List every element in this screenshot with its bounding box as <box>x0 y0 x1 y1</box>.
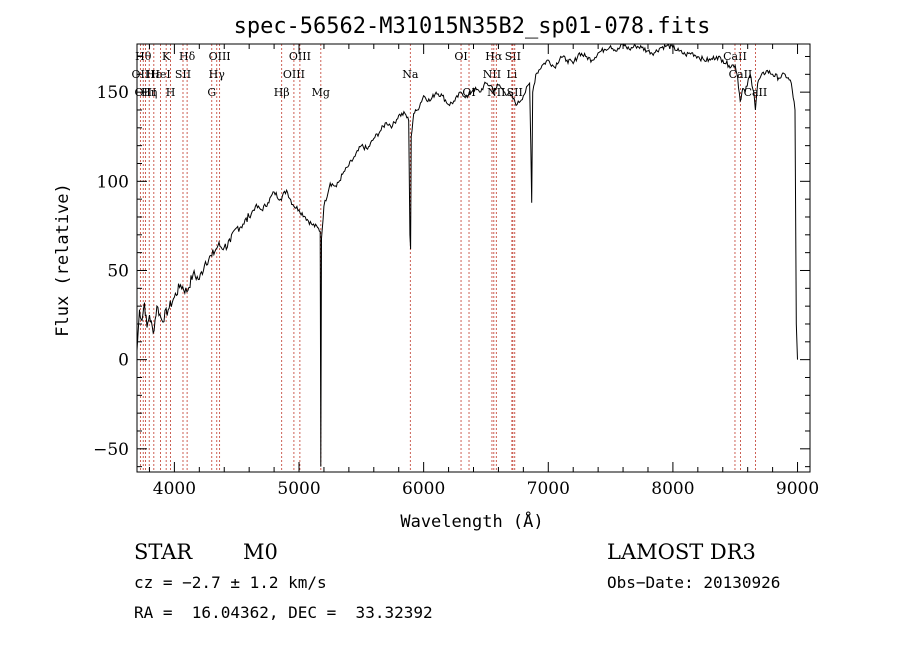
line-label-7: H <box>166 86 176 99</box>
chart-title: spec-56562-M31015N35B2_sp01-078.fits <box>234 14 711 39</box>
x-tick-label: 9000 <box>776 479 819 499</box>
line-label-6: K <box>162 50 171 63</box>
line-label-9: Hδ <box>179 50 196 63</box>
line-label-17: Na <box>402 68 419 81</box>
line-label-11: Hγ <box>209 68 226 81</box>
line-label-21: Hα <box>485 50 503 63</box>
line-label-23: Li <box>506 68 517 81</box>
spectrum-series <box>136 43 798 467</box>
coordinates: RA = 16.04362, DEC = 33.32392 <box>134 603 433 622</box>
obs-date: Obs−Date: 20130926 <box>607 573 781 592</box>
line-label-24: SII <box>505 50 521 63</box>
line-label-14: OIII <box>283 68 305 81</box>
axis-ticks: 4000 5000 6000 7000 8000 9000 −50 0 50 100 150 <box>93 44 819 499</box>
line-label-28: CaII <box>744 86 768 99</box>
line-label-16: Mg <box>312 86 330 99</box>
line-label-0: Hθ <box>135 50 152 63</box>
x-axis-label: Wavelength (Å) <box>400 510 543 532</box>
line-label-8: SII <box>175 68 191 81</box>
x-tick-label: 8000 <box>651 479 694 499</box>
line-label-13: Hβ <box>274 86 290 99</box>
x-tick-label: 6000 <box>402 479 445 499</box>
x-tick-label: 7000 <box>527 479 570 499</box>
line-label-18: OI <box>454 50 467 63</box>
line-label-4: Hε <box>146 68 162 81</box>
line-label-26: CaII <box>723 50 747 63</box>
spectrum-line <box>136 43 798 467</box>
line-label-27: CaII <box>729 68 753 81</box>
x-tick-label: 4000 <box>153 479 196 499</box>
survey-name: LAMOST DR3 <box>607 540 756 564</box>
y-tick-label: −50 <box>93 440 129 460</box>
line-label-22: NII <box>487 86 505 99</box>
object-class: STAR <box>134 540 193 564</box>
plot-frame <box>136 43 811 473</box>
line-markers: HθOIIOIIIHηHεHeIKHSIIHδGHγOIIIHβOIIIOIII… <box>132 44 768 472</box>
line-label-3: Hη <box>141 86 157 99</box>
line-label-5: HeI <box>150 68 170 81</box>
redshift-text: cz = −2.7 ± 1.2 km/s <box>134 573 327 592</box>
line-label-15: OIII <box>289 50 311 63</box>
line-label-10: G <box>207 86 216 99</box>
line-label-12: OIII <box>209 50 231 63</box>
y-axis-label: Flux (relative) <box>53 183 73 337</box>
x-tick-label: 5000 <box>277 479 320 499</box>
object-subclass: M0 <box>243 540 278 564</box>
y-tick-label: 100 <box>97 172 129 192</box>
y-tick-label: 150 <box>97 83 129 103</box>
line-label-20: NII <box>483 68 501 81</box>
y-tick-label: 0 <box>118 351 129 371</box>
y-tick-label: 50 <box>107 261 129 281</box>
